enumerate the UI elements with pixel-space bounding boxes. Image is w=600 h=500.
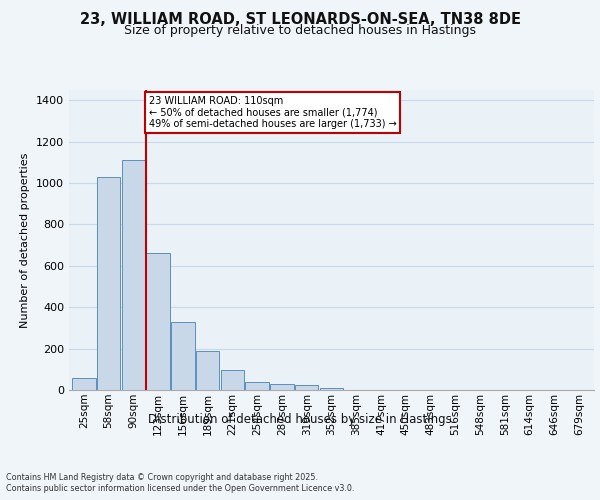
Bar bbox=[97, 177, 121, 390]
Bar bbox=[72, 378, 95, 390]
Bar bbox=[196, 350, 220, 390]
Text: Distribution of detached houses by size in Hastings: Distribution of detached houses by size … bbox=[148, 412, 452, 426]
Text: Contains HM Land Registry data © Crown copyright and database right 2025.: Contains HM Land Registry data © Crown c… bbox=[6, 472, 318, 482]
Bar bbox=[270, 384, 294, 390]
Bar bbox=[320, 388, 343, 390]
Text: Size of property relative to detached houses in Hastings: Size of property relative to detached ho… bbox=[124, 24, 476, 37]
Text: 23, WILLIAM ROAD, ST LEONARDS-ON-SEA, TN38 8DE: 23, WILLIAM ROAD, ST LEONARDS-ON-SEA, TN… bbox=[79, 12, 521, 28]
Bar bbox=[122, 160, 145, 390]
Text: Contains public sector information licensed under the Open Government Licence v3: Contains public sector information licen… bbox=[6, 484, 355, 493]
Bar bbox=[295, 385, 319, 390]
Y-axis label: Number of detached properties: Number of detached properties bbox=[20, 152, 31, 328]
Text: 23 WILLIAM ROAD: 110sqm
← 50% of detached houses are smaller (1,774)
49% of semi: 23 WILLIAM ROAD: 110sqm ← 50% of detache… bbox=[149, 96, 397, 130]
Bar bbox=[146, 254, 170, 390]
Bar bbox=[245, 382, 269, 390]
Bar bbox=[171, 322, 194, 390]
Bar bbox=[221, 370, 244, 390]
